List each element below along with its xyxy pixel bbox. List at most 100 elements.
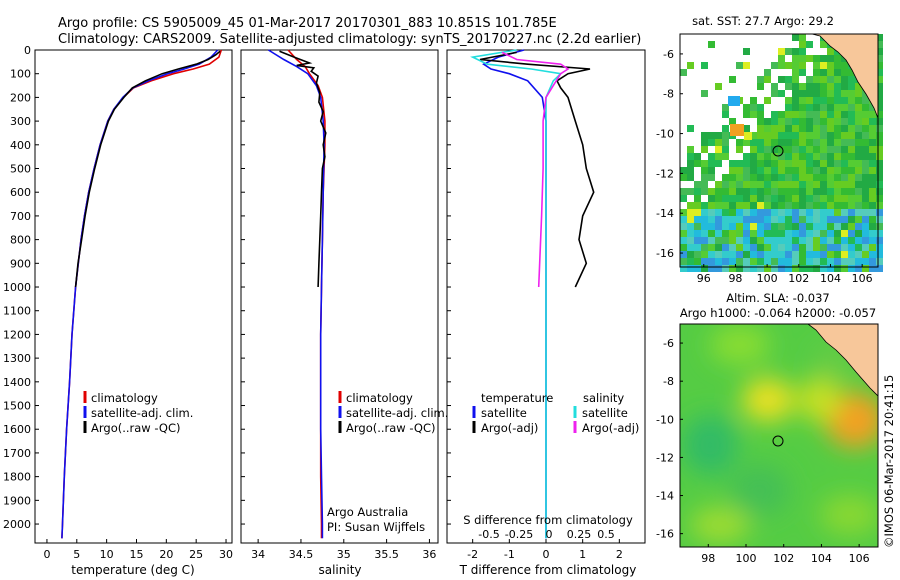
sst-cell [722, 209, 729, 216]
sst-cell [834, 160, 841, 167]
sst-cell [785, 202, 792, 209]
land-mass [807, 324, 878, 397]
sst-cell [820, 111, 827, 118]
sst-cell [757, 244, 764, 251]
sst-cell [813, 230, 820, 237]
sst-cell [778, 265, 785, 272]
sst-cell [792, 111, 799, 118]
sst-cell [708, 223, 715, 230]
sst-cell [855, 160, 862, 167]
x-tick-label: 104 [811, 552, 832, 565]
sst-cell [743, 244, 750, 251]
sst-cell [841, 160, 848, 167]
sst-cell [785, 83, 792, 90]
sst-cell [799, 153, 806, 160]
sst-cell [813, 55, 820, 62]
series-line-climatology [287, 49, 326, 539]
sst-cell [771, 195, 778, 202]
sst-cell [855, 195, 862, 202]
sst-cell [708, 160, 715, 167]
sst-cell [736, 216, 743, 223]
sst-cell [799, 139, 806, 146]
sst-cell [792, 223, 799, 230]
sst-cell [834, 195, 841, 202]
sst-cell [750, 160, 757, 167]
sst-cell [855, 216, 862, 223]
sst-cell [841, 174, 848, 181]
s-tick: 0 [546, 528, 553, 541]
sst-cell [820, 251, 827, 258]
sst-cell [827, 160, 834, 167]
sst-cell [834, 146, 841, 153]
sst-cell [813, 139, 820, 146]
sst-cell [827, 237, 834, 244]
series-line-argo-raw-qc- [74, 50, 221, 288]
sst-cell [778, 62, 785, 69]
sst-cell [806, 160, 813, 167]
y-tick-label: -6 [663, 337, 674, 350]
sst-cell [736, 139, 743, 146]
sst-cell [757, 139, 764, 146]
sst-cell [848, 230, 855, 237]
sst-cell [778, 76, 785, 83]
sst-cell [757, 195, 764, 202]
sst-cell [813, 146, 820, 153]
sst-cell [728, 96, 740, 106]
sst-cell [827, 146, 834, 153]
sst-cell [708, 153, 715, 160]
sst-cell [785, 97, 792, 104]
y-tick-label: 800 [10, 234, 31, 247]
sst-cell [687, 265, 694, 272]
sst-cell [743, 237, 750, 244]
sst-cell [848, 118, 855, 125]
sst-cell [855, 188, 862, 195]
sst-cell [834, 55, 841, 62]
sst-cell [869, 209, 876, 216]
sst-cell [722, 188, 729, 195]
sst-cell [820, 132, 827, 139]
sst-cell [827, 216, 834, 223]
sst-cell [694, 265, 701, 272]
sst-cell [799, 41, 806, 48]
sst-cell [750, 146, 757, 153]
sst-cell [841, 125, 848, 132]
sst-cell [862, 167, 869, 174]
salinity-xlabel: salinity [318, 563, 361, 577]
sst-cell [757, 237, 764, 244]
sst-cell [708, 167, 715, 174]
sst-cell [806, 251, 813, 258]
x-tick-label: 10 [100, 548, 114, 561]
sst-cell [869, 118, 876, 125]
sst-cell [778, 111, 785, 118]
sst-cell [708, 258, 715, 265]
sst-cell [848, 258, 855, 265]
sst-cell [687, 167, 694, 174]
sst-cell [771, 111, 778, 118]
sst-cell [757, 202, 764, 209]
sst-cell [848, 160, 855, 167]
sst-cell [785, 62, 792, 69]
sst-cell [764, 209, 771, 216]
annotation-line1: Argo Australia [327, 505, 408, 519]
sst-cell [778, 167, 785, 174]
sst-cell [876, 167, 883, 174]
sst-cell [799, 48, 806, 55]
sst-cell [778, 48, 785, 55]
sst-cell [701, 174, 708, 181]
sst-cell [869, 160, 876, 167]
sst-cell [743, 62, 750, 69]
sst-cell [750, 139, 757, 146]
y-tick-label: 0 [24, 44, 31, 57]
land-mass [862, 34, 878, 60]
sst-cell [869, 195, 876, 202]
sst-cell [722, 237, 729, 244]
temperature-axes-frame [34, 49, 233, 544]
x-tick-label: 102 [788, 272, 809, 285]
sst-cell [764, 153, 771, 160]
sst-cell [799, 118, 806, 125]
sst-cell [848, 83, 855, 90]
sst-cell [820, 181, 827, 188]
sst-cell [722, 181, 729, 188]
sst-cell [855, 83, 862, 90]
sst-cell [813, 216, 820, 223]
